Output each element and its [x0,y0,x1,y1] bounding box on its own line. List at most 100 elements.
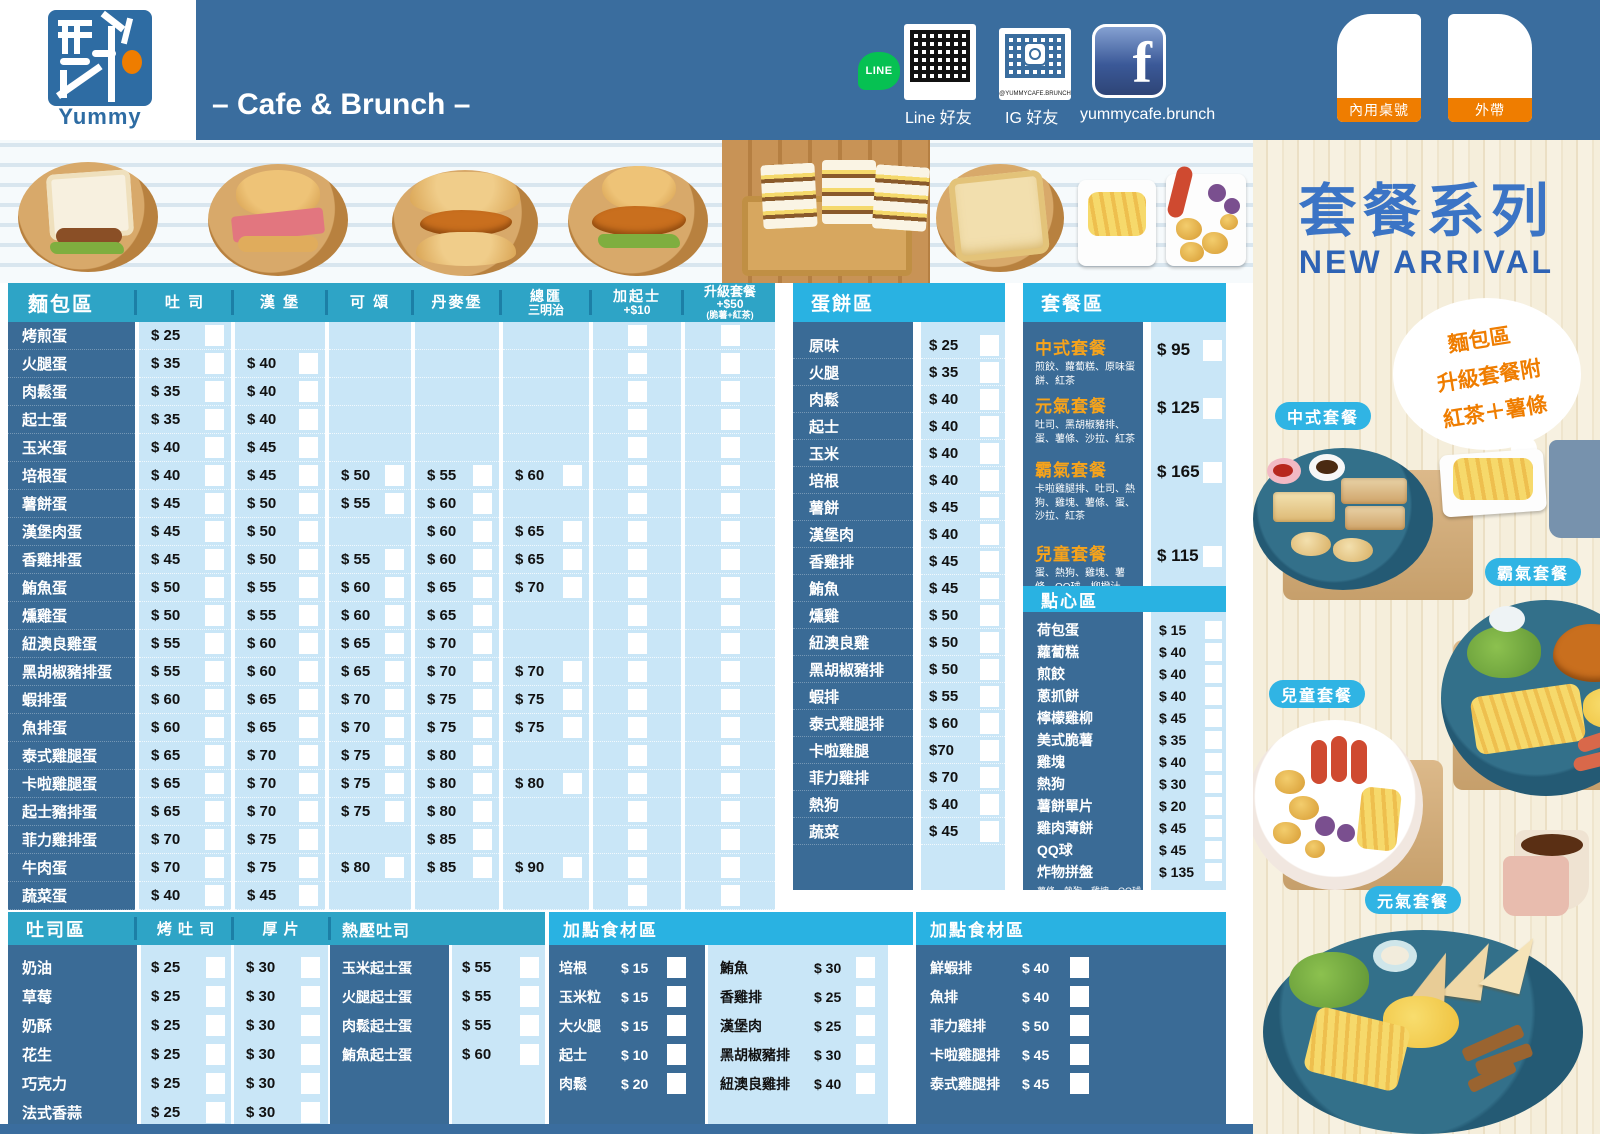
order-checkbox[interactable] [473,549,492,570]
add-cheese-checkbox[interactable] [627,521,647,542]
order-checkbox[interactable] [563,577,582,598]
order-checkbox[interactable] [301,1044,320,1065]
order-checkbox[interactable] [299,829,318,850]
order-checkbox[interactable] [205,689,224,710]
order-checkbox[interactable] [856,1015,875,1036]
upgrade-combo-checkbox[interactable] [720,829,740,850]
order-checkbox[interactable] [473,829,492,850]
order-checkbox[interactable] [520,957,539,978]
upgrade-combo-checkbox[interactable] [720,437,740,458]
order-checkbox[interactable] [1070,986,1089,1007]
add-cheese-checkbox[interactable] [627,773,647,794]
order-checkbox[interactable] [205,885,224,906]
order-checkbox[interactable] [385,717,404,738]
add-cheese-checkbox[interactable] [627,493,647,514]
order-checkbox[interactable] [299,381,318,402]
order-checkbox[interactable] [473,857,492,878]
upgrade-combo-checkbox[interactable] [720,493,740,514]
order-checkbox[interactable] [205,465,224,486]
order-checkbox[interactable] [205,717,224,738]
order-checkbox[interactable] [856,986,875,1007]
order-checkbox[interactable] [385,493,404,514]
order-checkbox[interactable] [667,986,686,1007]
order-checkbox[interactable] [667,1044,686,1065]
add-cheese-checkbox[interactable] [627,381,647,402]
upgrade-combo-checkbox[interactable] [720,577,740,598]
order-checkbox[interactable] [980,658,999,680]
order-checkbox[interactable] [1205,643,1222,661]
order-checkbox[interactable] [299,409,318,430]
order-checkbox[interactable] [206,1015,225,1036]
order-checkbox[interactable] [206,1073,225,1094]
add-cheese-checkbox[interactable] [627,325,647,346]
add-cheese-checkbox[interactable] [627,661,647,682]
order-checkbox[interactable] [301,1073,320,1094]
add-cheese-checkbox[interactable] [627,465,647,486]
upgrade-combo-checkbox[interactable] [720,325,740,346]
order-checkbox[interactable] [1203,546,1222,567]
order-checkbox[interactable] [1070,1073,1089,1094]
order-checkbox[interactable] [520,1015,539,1036]
order-checkbox[interactable] [205,493,224,514]
add-cheese-checkbox[interactable] [627,689,647,710]
order-checkbox[interactable] [299,605,318,626]
order-checkbox[interactable] [385,633,404,654]
order-checkbox[interactable] [980,604,999,626]
order-checkbox[interactable] [980,577,999,599]
order-checkbox[interactable] [205,745,224,766]
order-checkbox[interactable] [385,465,404,486]
upgrade-combo-checkbox[interactable] [720,717,740,738]
order-checkbox[interactable] [473,689,492,710]
order-checkbox[interactable] [205,521,224,542]
order-checkbox[interactable] [299,689,318,710]
order-checkbox[interactable] [1205,665,1222,683]
add-cheese-checkbox[interactable] [627,437,647,458]
order-checkbox[interactable] [205,773,224,794]
order-checkbox[interactable] [520,986,539,1007]
order-checkbox[interactable] [385,661,404,682]
order-checkbox[interactable] [980,496,999,518]
add-cheese-checkbox[interactable] [627,885,647,906]
order-checkbox[interactable] [299,885,318,906]
upgrade-combo-checkbox[interactable] [720,885,740,906]
upgrade-combo-checkbox[interactable] [720,549,740,570]
upgrade-combo-checkbox[interactable] [720,409,740,430]
order-checkbox[interactable] [301,957,320,978]
order-checkbox[interactable] [980,550,999,572]
order-checkbox[interactable] [205,857,224,878]
order-checkbox[interactable] [1205,709,1222,727]
order-checkbox[interactable] [980,820,999,842]
order-checkbox[interactable] [205,801,224,822]
upgrade-combo-checkbox[interactable] [720,689,740,710]
order-checkbox[interactable] [299,661,318,682]
order-checkbox[interactable] [1205,819,1222,837]
order-checkbox[interactable] [563,717,582,738]
add-cheese-checkbox[interactable] [627,633,647,654]
order-checkbox[interactable] [205,605,224,626]
order-checkbox[interactable] [980,361,999,383]
order-checkbox[interactable] [301,1102,320,1123]
add-cheese-checkbox[interactable] [627,801,647,822]
add-cheese-checkbox[interactable] [627,409,647,430]
order-checkbox[interactable] [1205,863,1222,881]
order-checkbox[interactable] [301,986,320,1007]
add-cheese-checkbox[interactable] [627,549,647,570]
order-checkbox[interactable] [980,739,999,761]
order-checkbox[interactable] [667,1015,686,1036]
order-checkbox[interactable] [980,442,999,464]
order-checkbox[interactable] [980,766,999,788]
order-checkbox[interactable] [473,773,492,794]
order-checkbox[interactable] [980,712,999,734]
order-checkbox[interactable] [299,577,318,598]
upgrade-combo-checkbox[interactable] [720,661,740,682]
order-checkbox[interactable] [299,633,318,654]
upgrade-combo-checkbox[interactable] [720,633,740,654]
order-checkbox[interactable] [1205,775,1222,793]
order-checkbox[interactable] [205,353,224,374]
order-checkbox[interactable] [473,521,492,542]
upgrade-combo-checkbox[interactable] [720,465,740,486]
order-checkbox[interactable] [473,465,492,486]
order-checkbox[interactable] [980,793,999,815]
order-checkbox[interactable] [299,857,318,878]
order-checkbox[interactable] [205,829,224,850]
